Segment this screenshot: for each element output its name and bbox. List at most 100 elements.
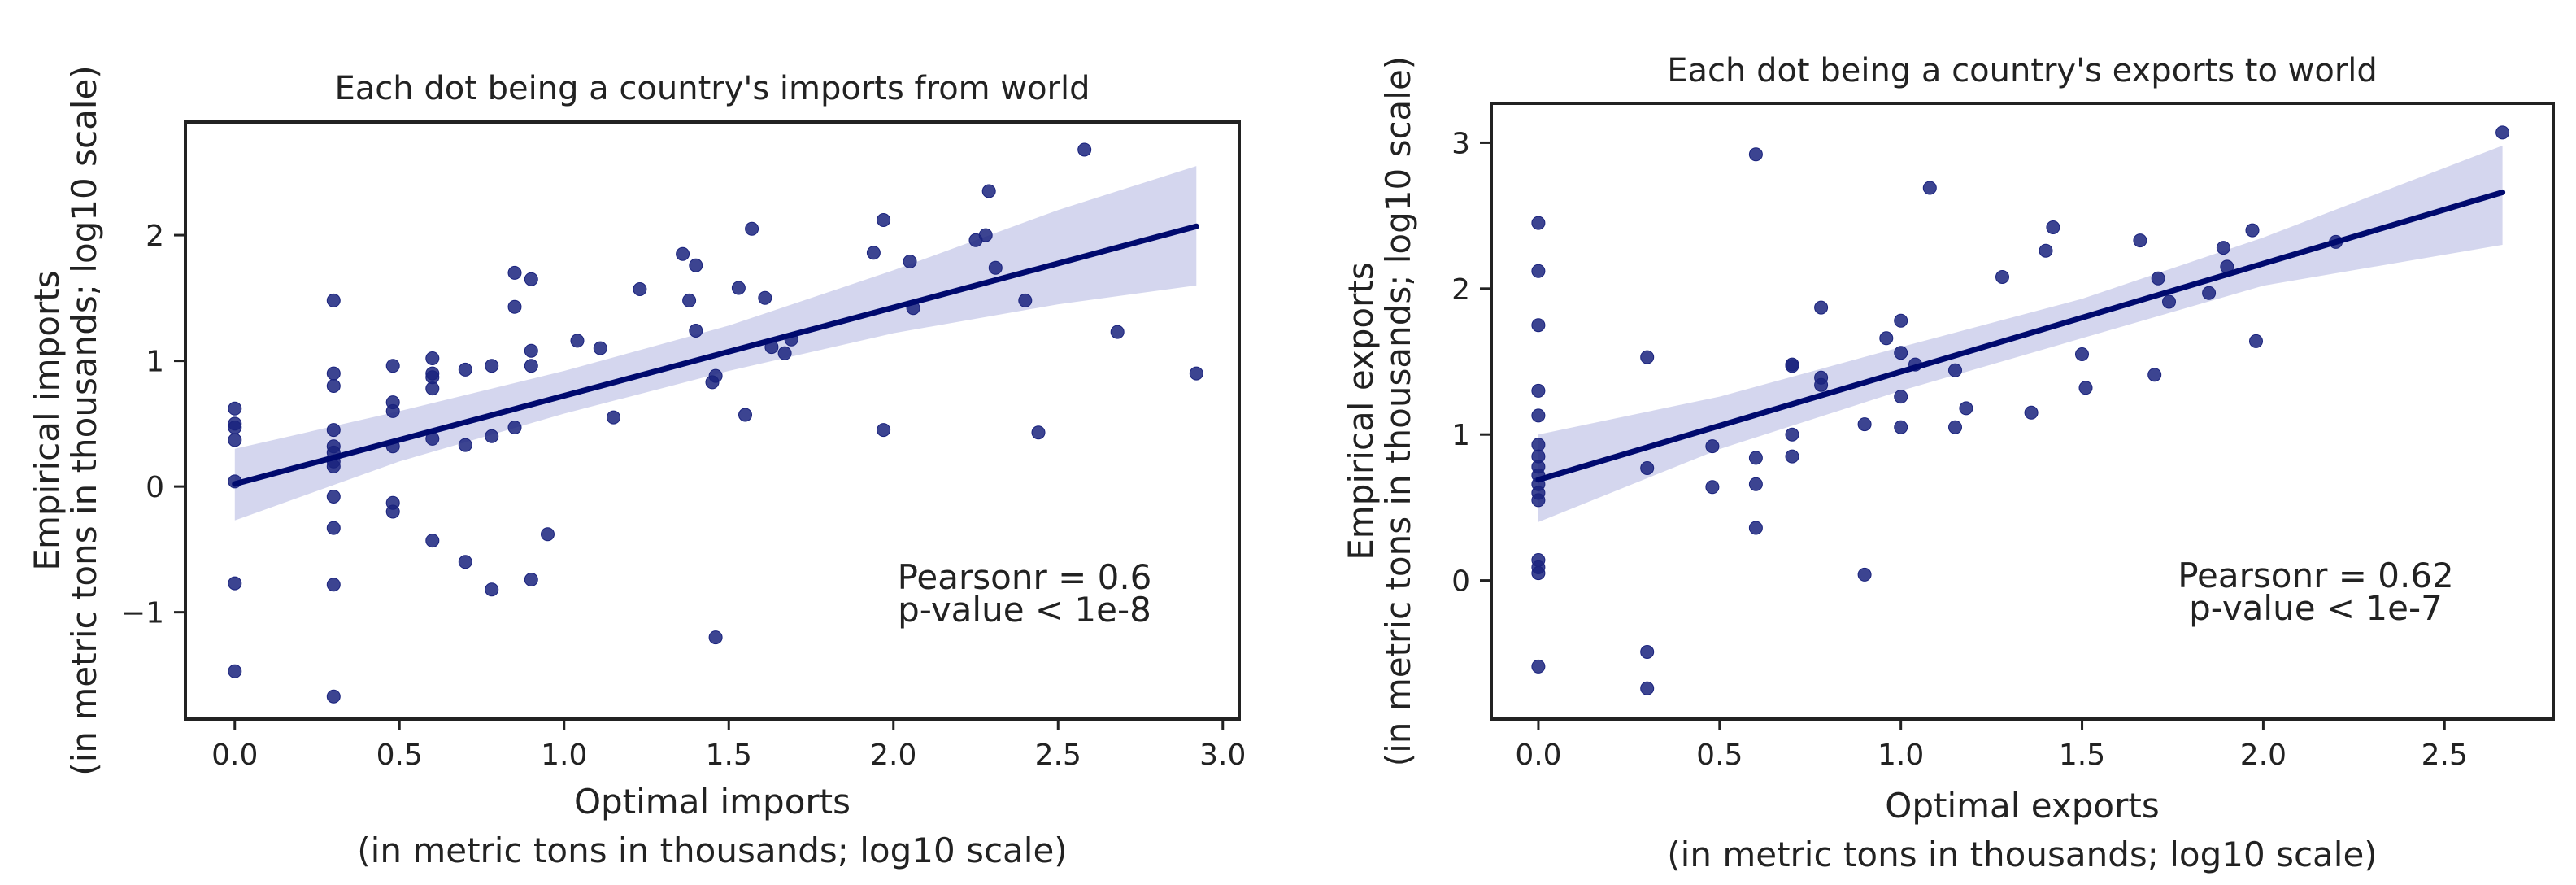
data-point <box>1189 366 1203 381</box>
data-point <box>2162 294 2176 309</box>
data-point <box>978 228 993 242</box>
data-point <box>326 379 341 393</box>
data-point <box>1748 451 1763 465</box>
x-tick-label: 0.5 <box>376 739 423 772</box>
data-point <box>689 324 703 338</box>
data-point <box>1531 493 1546 508</box>
data-point <box>758 290 772 305</box>
regression-line <box>232 223 1199 487</box>
x-tick-label: 2.5 <box>1035 739 1081 772</box>
data-point <box>2496 125 2510 140</box>
data-point <box>228 401 242 416</box>
data-point <box>385 359 400 373</box>
data-point <box>524 573 538 586</box>
data-point <box>2075 347 2089 361</box>
data-point <box>1894 346 1908 360</box>
exports-panel: 0.0 0.5 1.0 1.5 2.0 2.5 0 1 2 3 Each dot being a c… <box>1341 52 2555 874</box>
data-point <box>524 343 538 358</box>
data-point <box>385 504 400 519</box>
data-point <box>877 213 891 227</box>
data-point <box>1705 439 1720 454</box>
x-axis-label-units: (in metric tons in thousands; log10 scal… <box>1667 835 2377 874</box>
data-point <box>541 527 555 542</box>
y-tick-label: 0 <box>146 471 164 504</box>
data-point <box>425 381 440 396</box>
data-point <box>2133 233 2147 248</box>
axes-frame <box>1490 102 2555 721</box>
data-point <box>2249 334 2263 348</box>
data-point <box>777 346 792 360</box>
data-point <box>2202 286 2217 300</box>
y-tick-label: 2 <box>1451 273 1470 307</box>
data-point <box>485 582 499 597</box>
data-point <box>228 433 242 447</box>
y-tick-label: 0 <box>1451 565 1470 599</box>
data-point <box>570 334 585 348</box>
data-point <box>1894 313 1908 328</box>
data-point <box>731 281 746 295</box>
x-tick-label: 1.0 <box>1878 739 1924 772</box>
data-point <box>1640 681 1655 695</box>
data-point <box>228 576 242 591</box>
data-point <box>1748 147 1763 162</box>
data-point <box>228 664 242 678</box>
data-point <box>1857 567 1872 582</box>
y-axis-label-units: (in metric tons in thousands; log10 scal… <box>1378 56 1418 766</box>
data-point <box>425 351 440 365</box>
data-point <box>1640 645 1655 659</box>
y-tick-label: 1 <box>1451 419 1470 452</box>
data-point <box>326 366 341 381</box>
confidence-band <box>234 166 1197 521</box>
chart-title: Each dot being a country's imports from … <box>335 70 1090 107</box>
data-point <box>866 246 881 260</box>
data-point <box>1785 449 1799 464</box>
data-point <box>485 359 499 373</box>
data-point <box>326 459 341 473</box>
data-point <box>507 421 522 434</box>
data-point <box>1018 293 1033 307</box>
data-point <box>708 630 723 645</box>
x-axis-label: Optimal exports <box>1885 786 2159 826</box>
data-point <box>458 555 472 569</box>
data-point <box>981 184 996 198</box>
x-tick-label: 2.0 <box>2240 739 2287 772</box>
p-value-annotation: p-value < 1e-7 <box>2189 588 2443 628</box>
data-point <box>607 410 620 425</box>
x-tick-label: 0.0 <box>211 739 258 772</box>
x-tick-label: 1.0 <box>541 739 587 772</box>
data-point <box>1531 659 1546 674</box>
data-point <box>1531 264 1546 278</box>
data-point <box>2078 381 2093 395</box>
data-point <box>458 438 472 452</box>
data-point <box>2039 243 2053 258</box>
data-point <box>326 578 341 592</box>
data-point <box>1785 427 1799 442</box>
data-point <box>1959 401 1973 416</box>
data-point <box>1894 420 1908 434</box>
data-point <box>1031 425 1046 440</box>
data-point <box>738 408 752 422</box>
data-point <box>507 265 522 280</box>
x-tick-label: 3.0 <box>1199 739 1246 772</box>
y-tick-label: 2 <box>146 220 164 253</box>
x-tick-label: 1.5 <box>2059 739 2105 772</box>
data-point <box>1785 359 1799 373</box>
data-point <box>682 293 697 307</box>
x-axis-label: Optimal imports <box>574 782 851 822</box>
data-point <box>2024 405 2039 420</box>
x-axis-label-units: (in metric tons in thousands; log10 scal… <box>357 831 1067 870</box>
x-tick-label: 1.5 <box>706 739 752 772</box>
x-tick-label: 0.5 <box>1696 739 1743 772</box>
data-point <box>1531 566 1546 581</box>
data-point <box>1531 216 1546 230</box>
p-value-annotation: p-value < 1e-8 <box>898 590 1151 630</box>
data-point <box>689 258 703 272</box>
data-point <box>877 423 891 438</box>
y-tick-label: 1 <box>146 346 164 379</box>
data-point <box>1948 420 1962 434</box>
data-point <box>1748 521 1763 535</box>
data-point <box>326 423 341 438</box>
data-point <box>1531 408 1546 423</box>
data-point <box>2147 368 2162 382</box>
